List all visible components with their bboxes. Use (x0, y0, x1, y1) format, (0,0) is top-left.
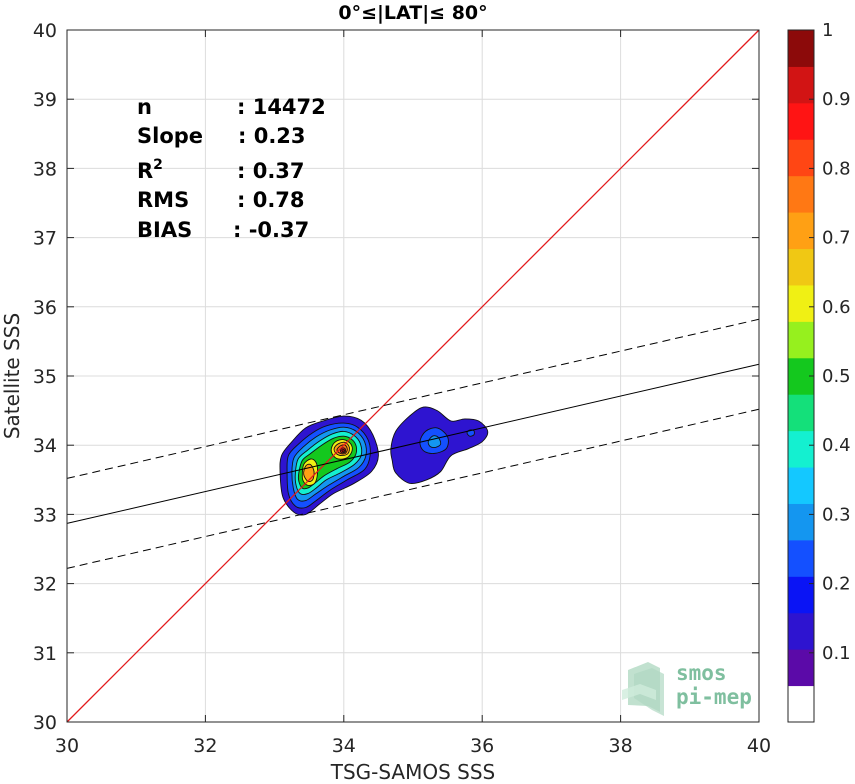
colorbar: 0.1 0.2 0.3 0.4 0.5 0.6 0.7 0.8 0.9 1 (787, 20, 851, 723)
stat-label-superscript: 2 (153, 157, 163, 173)
stat-label: n (137, 95, 152, 119)
colorbar-band (788, 321, 814, 359)
colorbar-band (788, 139, 814, 177)
contour-level-1 (341, 448, 345, 453)
colorbar-tick-label: 0.9 (822, 89, 851, 110)
chart-title: 0°≤|LAT|≤ 80° (338, 2, 487, 24)
colorbar-band (788, 175, 814, 213)
colorbar-band (788, 102, 814, 140)
stat-label: BIAS (137, 218, 192, 242)
y-tick-label: 37 (33, 228, 57, 250)
confidence-line-1 (66, 318, 760, 479)
x-tick-label: 36 (470, 735, 494, 757)
y-tick-label: 31 (33, 643, 57, 665)
colorbar-tick-label: 0.8 (822, 158, 851, 179)
colorbar-band (788, 284, 814, 322)
x-axis-ticks: 30 32 34 36 38 40 (55, 30, 771, 757)
confidence-line-2 (66, 408, 760, 569)
y-tick-label: 33 (33, 504, 57, 526)
stat-label: Slope (137, 124, 203, 148)
stats-box: n : 14472 Slope : 0.23 R2 : 0.37 RMS : 0.78 BIAS… (137, 95, 326, 242)
colorbar-band (788, 685, 814, 723)
y-axis-label: Satellite SSS (0, 313, 24, 439)
x-tick-label: 40 (747, 735, 771, 757)
watermark-line2: pi-mep (676, 685, 752, 709)
colorbar-tick-label: 0.4 (822, 435, 851, 456)
stat-value: : 0.23 (238, 124, 306, 148)
x-axis-label: TSG-SAMOS SSS (330, 760, 496, 784)
colorbar-tick-label: 0.3 (822, 504, 851, 525)
colorbar-band (788, 649, 814, 687)
colorbar-band (788, 612, 814, 650)
y-tick-label: 34 (33, 435, 57, 457)
regression-line (66, 363, 760, 524)
plot-area: smos pi-mep n : 14472 Slope : 0.23 R2 : 0.37 R… (66, 29, 760, 723)
smos-pimep-watermark: smos pi-mep (622, 661, 752, 716)
colorbar-band (788, 212, 814, 250)
colorbar-band (788, 467, 814, 504)
contour-cluster-2 (390, 406, 489, 484)
colorbar-tick-label: 0.1 (822, 643, 851, 664)
colorbar-tick-label: 0.2 (822, 574, 851, 595)
y-tick-label: 36 (33, 297, 57, 319)
y-tick-label: 39 (33, 89, 57, 111)
stat-value: : -0.37 (233, 218, 309, 242)
y-axis-ticks: 30 31 32 33 34 35 36 37 38 39 40 (33, 20, 759, 734)
y-tick-label: 30 (33, 712, 57, 734)
x-tick-label: 38 (609, 735, 633, 757)
reference-lines (66, 29, 760, 723)
y-tick-label: 40 (33, 20, 57, 42)
colorbar-band (788, 503, 814, 541)
stat-label: R2 (137, 157, 163, 183)
colorbar-band (788, 30, 814, 67)
identity-line (66, 29, 760, 723)
y-tick-label: 38 (33, 158, 57, 180)
stat-value: : 0.78 (237, 188, 305, 212)
colorbar-tick-label: 0.5 (822, 366, 851, 387)
watermark-line1: smos (676, 661, 727, 685)
stat-label: RMS (137, 188, 189, 212)
colorbar-tick-label: 0.6 (822, 297, 851, 318)
colorbar-tick-label: 1 (822, 20, 833, 41)
stat-value: : 0.37 (237, 159, 305, 183)
smos-pimep-logo-icon (622, 662, 664, 716)
colorbar-band (788, 394, 814, 432)
x-tick-label: 34 (332, 735, 356, 757)
y-tick-label: 35 (33, 366, 57, 388)
x-tick-label: 30 (55, 735, 79, 757)
colorbar-band (788, 66, 814, 104)
colorbar-band (788, 576, 814, 614)
colorbar-band (788, 430, 814, 468)
colorbar-band (788, 248, 814, 286)
colorbar-tick-label: 0.7 (822, 228, 851, 249)
colorbar-band (788, 539, 814, 577)
x-tick-label: 32 (193, 735, 217, 757)
y-tick-label: 32 (33, 574, 57, 596)
stat-value: : 14472 (237, 95, 326, 119)
